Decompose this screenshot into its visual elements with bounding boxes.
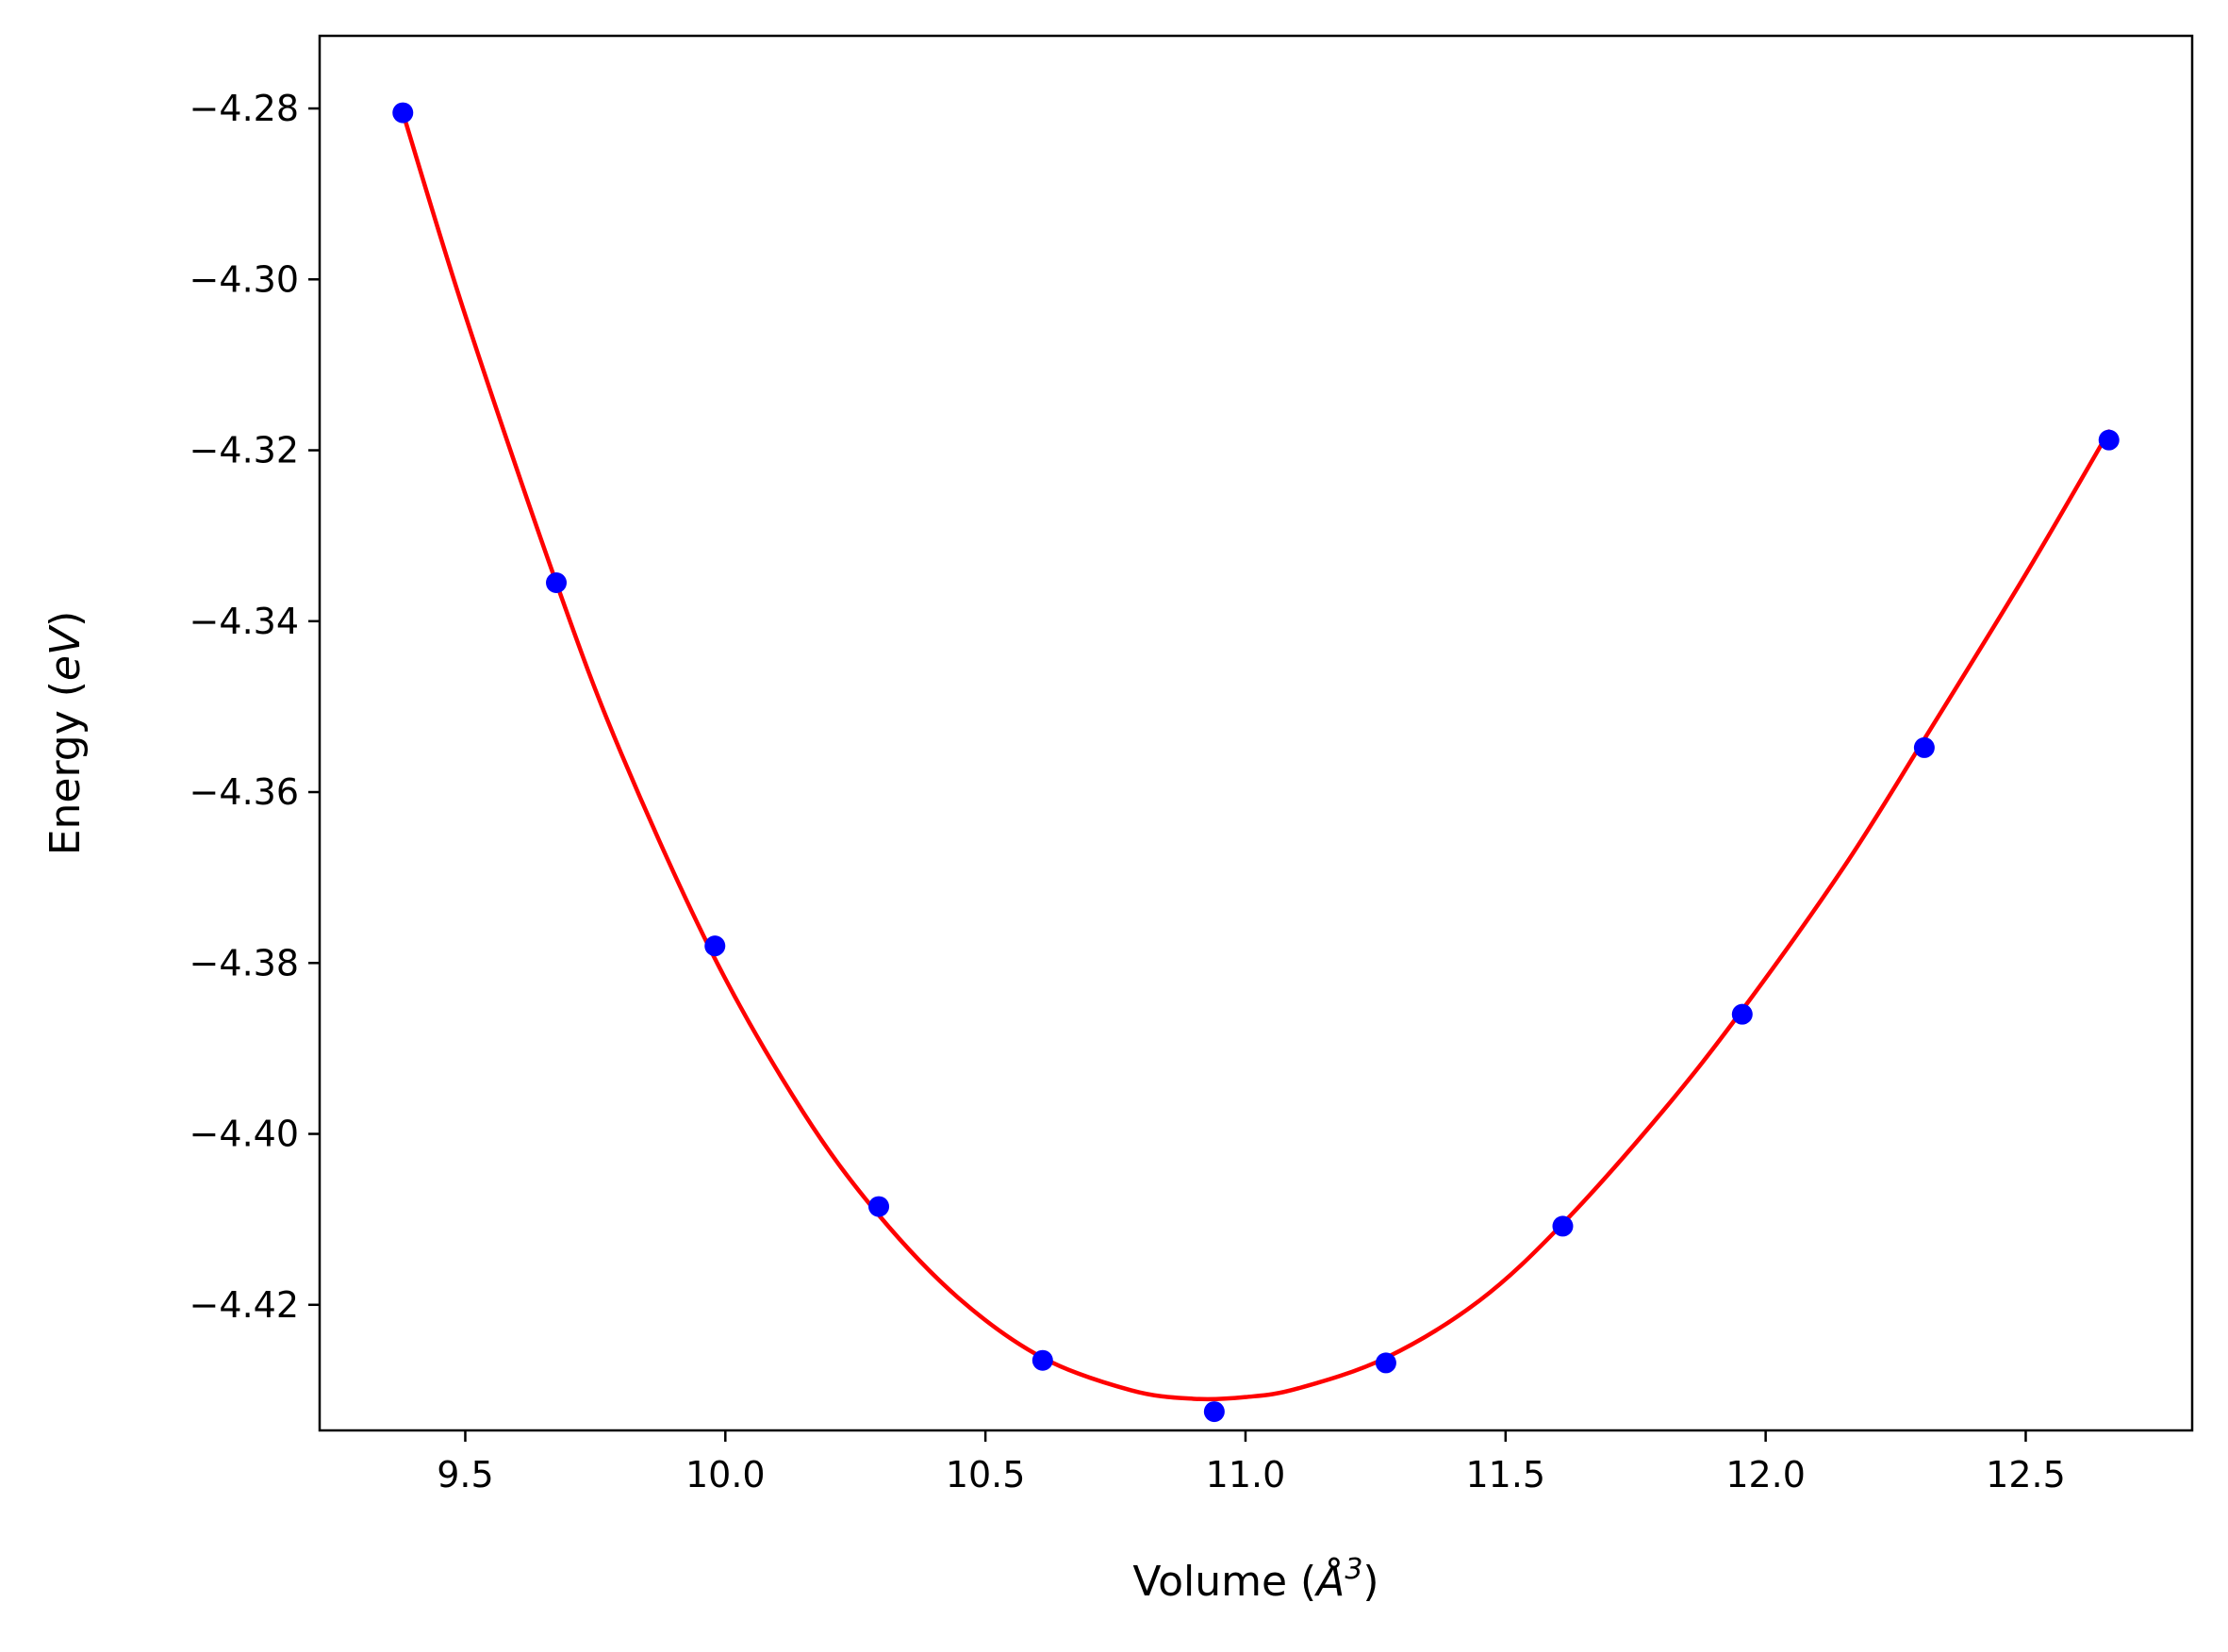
y-axis-ticks: −4.28 −4.30 −4.32 −4.34 −4.36 −4.38 −4.40 −4.42: [190, 88, 320, 1326]
x-tick-label: 12.0: [1725, 1454, 1806, 1495]
x-tick-label: 9.5: [437, 1454, 493, 1495]
x-axis-ticks: 9.5 10.0 10.5 11.0 11.5 12.0 12.5: [437, 1430, 2066, 1495]
data-point: [1913, 736, 1935, 758]
y-tick-label: −4.28: [190, 88, 299, 129]
x-tick-label: 12.5: [1986, 1454, 2066, 1495]
x-axis-label-suffix: ): [1362, 1558, 1378, 1606]
x-tick-label: 11.0: [1206, 1454, 1286, 1495]
data-point: [1552, 1215, 1574, 1237]
x-axis-label: Volume (Å3): [1132, 1553, 1378, 1606]
y-axis-label-suffix: ): [41, 611, 90, 627]
data-point: [1203, 1401, 1225, 1423]
y-tick-label: −4.36: [190, 771, 299, 813]
data-point: [1731, 1003, 1753, 1025]
y-axis-label-unit: eV: [41, 624, 90, 681]
fit-curve-line: [401, 110, 2111, 1402]
y-tick-label: −4.30: [190, 258, 299, 300]
y-tick-label: −4.34: [190, 601, 299, 642]
data-point: [868, 1196, 890, 1217]
data-point: [392, 102, 414, 124]
x-tick-label: 10.5: [946, 1454, 1026, 1495]
y-axis-label: Energy (eV): [41, 611, 90, 856]
data-point: [1375, 1352, 1396, 1374]
data-point: [546, 572, 568, 593]
plot-frame: [318, 34, 2194, 1432]
x-axis-label-prefix: Volume (: [1132, 1558, 1316, 1606]
data-point: [1031, 1349, 1053, 1371]
y-tick-label: −4.40: [190, 1114, 299, 1155]
x-tick-label: 11.5: [1465, 1454, 1545, 1495]
plot-content: [392, 102, 2120, 1423]
y-axis-label-prefix: Energy (: [41, 681, 90, 855]
x-axis-label-power: 3: [1345, 1553, 1362, 1586]
y-tick-label: −4.38: [190, 942, 299, 983]
y-tick-label: −4.42: [190, 1284, 299, 1326]
y-tick-label: −4.32: [190, 430, 299, 471]
data-point: [704, 935, 726, 957]
x-tick-label: 10.0: [685, 1454, 766, 1495]
x-axis-label-unit: Å: [1313, 1556, 1345, 1606]
data-point: [2098, 429, 2120, 451]
